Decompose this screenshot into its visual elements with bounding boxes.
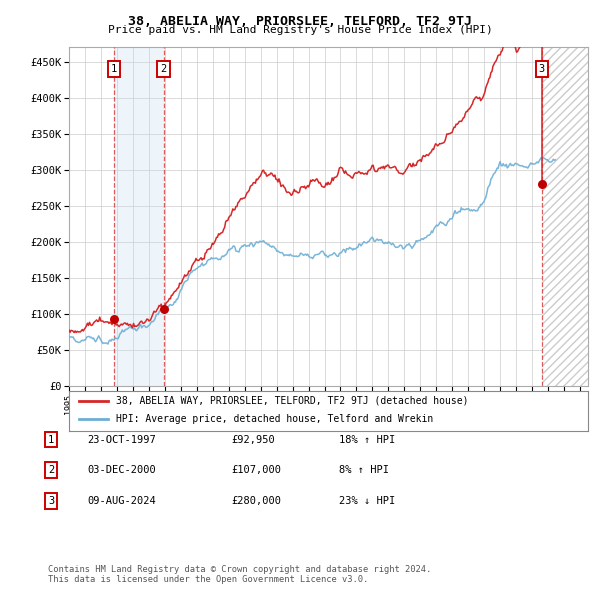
Text: Price paid vs. HM Land Registry's House Price Index (HPI): Price paid vs. HM Land Registry's House … — [107, 25, 493, 35]
Text: Contains HM Land Registry data © Crown copyright and database right 2024.
This d: Contains HM Land Registry data © Crown c… — [48, 565, 431, 584]
Text: 38, ABELIA WAY, PRIORSLEE, TELFORD, TF2 9TJ: 38, ABELIA WAY, PRIORSLEE, TELFORD, TF2 … — [128, 15, 472, 28]
Text: 38, ABELIA WAY, PRIORSLEE, TELFORD, TF2 9TJ (detached house): 38, ABELIA WAY, PRIORSLEE, TELFORD, TF2 … — [116, 396, 468, 405]
Text: 2: 2 — [160, 64, 167, 74]
Text: 1: 1 — [48, 435, 54, 444]
Text: 23% ↓ HPI: 23% ↓ HPI — [339, 496, 395, 506]
Text: £92,950: £92,950 — [231, 435, 275, 444]
Text: 8% ↑ HPI: 8% ↑ HPI — [339, 466, 389, 475]
Text: 03-DEC-2000: 03-DEC-2000 — [87, 466, 156, 475]
Text: 3: 3 — [48, 496, 54, 506]
Text: 09-AUG-2024: 09-AUG-2024 — [87, 496, 156, 506]
Text: £107,000: £107,000 — [231, 466, 281, 475]
Bar — [542, 47, 588, 386]
Text: 3: 3 — [539, 64, 545, 74]
Text: £280,000: £280,000 — [231, 496, 281, 506]
Bar — [114, 47, 164, 386]
Bar — [542, 47, 588, 386]
Text: HPI: Average price, detached house, Telford and Wrekin: HPI: Average price, detached house, Telf… — [116, 414, 433, 424]
Text: 23-OCT-1997: 23-OCT-1997 — [87, 435, 156, 444]
Text: 1: 1 — [111, 64, 117, 74]
Text: 2: 2 — [48, 466, 54, 475]
Text: 18% ↑ HPI: 18% ↑ HPI — [339, 435, 395, 444]
